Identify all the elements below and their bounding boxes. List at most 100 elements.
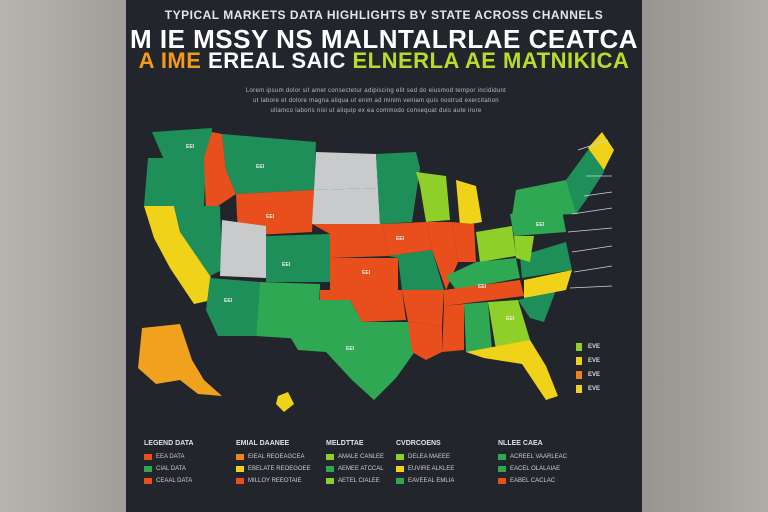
state-ohio[interactable]	[476, 226, 516, 262]
description-line: Lorem ipsum dolor sit amet consectetur a…	[245, 88, 507, 94]
state-label: EEI	[362, 270, 371, 276]
legend-item: EIEAL REOEAGCEA	[236, 451, 311, 463]
state-michigan[interactable]	[456, 180, 482, 226]
callout-leader	[571, 207, 613, 215]
state-missouri[interactable]	[388, 250, 444, 290]
state-louisiana[interactable]	[408, 322, 442, 360]
state-pennsylvania[interactable]	[510, 210, 566, 236]
state-indiana[interactable]	[452, 222, 476, 262]
legend-swatch	[326, 478, 334, 484]
legend-label: CIAL DATA	[156, 466, 186, 472]
state-california[interactable]	[144, 206, 212, 304]
legend-swatch	[144, 478, 152, 484]
state-illinois[interactable]	[426, 222, 458, 290]
legend-label: EAVEEAL EMLIA	[408, 478, 455, 484]
legend-swatch	[576, 343, 582, 351]
legend-swatch	[498, 466, 506, 472]
legend-group-header: EMIAL DAANEE	[236, 440, 290, 447]
background-left	[0, 0, 126, 512]
legend-swatch	[236, 454, 244, 460]
side-legend-item: EVE	[576, 382, 600, 396]
state-washington[interactable]	[152, 128, 212, 160]
legend-label: ACREEL VAARLEAC	[510, 454, 568, 460]
callout-leader	[573, 265, 613, 273]
title-segment-lime: ELNERLA AE	[352, 48, 504, 73]
callout-leader	[577, 139, 609, 151]
state-label: EEI	[282, 262, 291, 268]
legend-swatch	[498, 454, 506, 460]
side-legend-item: EVE	[576, 340, 600, 354]
state-new-england[interactable]	[566, 140, 604, 214]
state-colorado[interactable]	[266, 234, 332, 282]
state-utah[interactable]	[220, 220, 266, 278]
state-north-dakota[interactable]	[314, 152, 378, 190]
state-arkansas[interactable]	[402, 290, 444, 326]
state-label: EEI	[536, 222, 545, 228]
legend-item: CIAL DATA	[144, 463, 194, 475]
state-texas[interactable]	[286, 300, 416, 400]
state-georgia[interactable]	[488, 300, 530, 350]
legend-swatch	[576, 357, 582, 365]
state-mississippi[interactable]	[442, 304, 464, 352]
state-new-york[interactable]	[512, 180, 578, 216]
callout-leader	[583, 191, 613, 197]
legend-label: MILLOY REEOTAIE	[248, 478, 302, 484]
poster-title-line-1: M IE MSSY NS MALNTALRLAE CEATCA	[129, 24, 639, 54]
legend-swatch	[326, 466, 334, 472]
state-north-carolina[interactable]	[524, 270, 572, 298]
legend-swatch	[144, 466, 152, 472]
state-nebraska[interactable]	[312, 224, 388, 258]
poster-description: Lorem ipsum dolor sit amet consectetur a…	[156, 86, 596, 116]
state-arizona[interactable]	[206, 278, 260, 336]
state-nevada[interactable]	[174, 206, 222, 276]
state-south-dakota[interactable]	[312, 188, 380, 224]
state-idaho[interactable]	[204, 132, 236, 214]
legend-label: EVE	[588, 344, 601, 350]
state-iowa[interactable]	[382, 222, 432, 256]
state-montana[interactable]	[222, 134, 316, 194]
legend-label: EVE	[588, 372, 601, 378]
legend-item: MILLOY REEOTAIE	[236, 475, 311, 487]
legend-item: CEAAL DATA	[144, 475, 194, 487]
state-minnesota[interactable]	[376, 152, 420, 224]
callout-leader	[571, 245, 613, 253]
state-south-carolina[interactable]	[518, 290, 556, 322]
legend-group: LEGEND DATA EEA DATA CIAL DATA CEAAL DAT…	[144, 440, 194, 487]
state-kentucky[interactable]	[446, 258, 520, 290]
state-hawaii[interactable]	[276, 392, 294, 412]
legend-item: EUVIRE ALKLEE	[396, 463, 454, 475]
infographic-poster: TYPICAL MARKETS DATA HIGHLIGHTS BY STATE…	[126, 0, 642, 512]
state-label: EEI	[266, 214, 275, 220]
description-line: ut labore et dolore magna aliqua ut enim…	[253, 98, 499, 104]
state-alabama[interactable]	[464, 302, 492, 352]
legend-label: EVE	[588, 358, 601, 364]
callout-leader	[569, 285, 613, 289]
side-legend-item: EVE	[576, 368, 600, 382]
legend-group: MELDTTAE AMALE CANLEE AEMEE ATCCAL AETEL…	[326, 440, 384, 487]
legend-label: EABEL CACLAC	[510, 478, 556, 484]
legend-group-header: CVDRCOENS	[396, 440, 441, 447]
side-legend: EVE EVE EVE EVE	[576, 340, 600, 396]
state-wisconsin[interactable]	[416, 172, 450, 222]
background-right	[642, 0, 768, 512]
state-wyoming[interactable]	[236, 190, 314, 236]
legend-group: EMIAL DAANEE EIEAL REOEAGCEA EBELATE REO…	[236, 440, 311, 487]
legend-group: NLLEE CAEA ACREEL VAARLEAC EACEL OLALAIA…	[498, 440, 567, 487]
legend-item: EACEL OLALAIAE	[498, 463, 567, 475]
legend-swatch	[576, 371, 582, 379]
state-oklahoma[interactable]	[320, 290, 406, 322]
state-west-virginia[interactable]	[514, 236, 534, 262]
legend-label: EEA DATA	[156, 454, 185, 460]
state-alaska[interactable]	[138, 324, 222, 396]
state-oregon[interactable]	[144, 158, 206, 206]
legend-label: EUVIRE ALKLEE	[408, 466, 455, 472]
state-florida[interactable]	[466, 340, 558, 400]
state-tennessee[interactable]	[444, 280, 524, 306]
callout-leader	[567, 227, 613, 233]
title-segment-white: EREAL SAIC	[201, 48, 353, 73]
state-maine[interactable]	[588, 132, 614, 170]
legend-swatch	[396, 478, 404, 484]
state-virginia[interactable]	[520, 242, 572, 278]
legend-swatch	[498, 478, 506, 484]
state-kansas[interactable]	[330, 258, 398, 290]
